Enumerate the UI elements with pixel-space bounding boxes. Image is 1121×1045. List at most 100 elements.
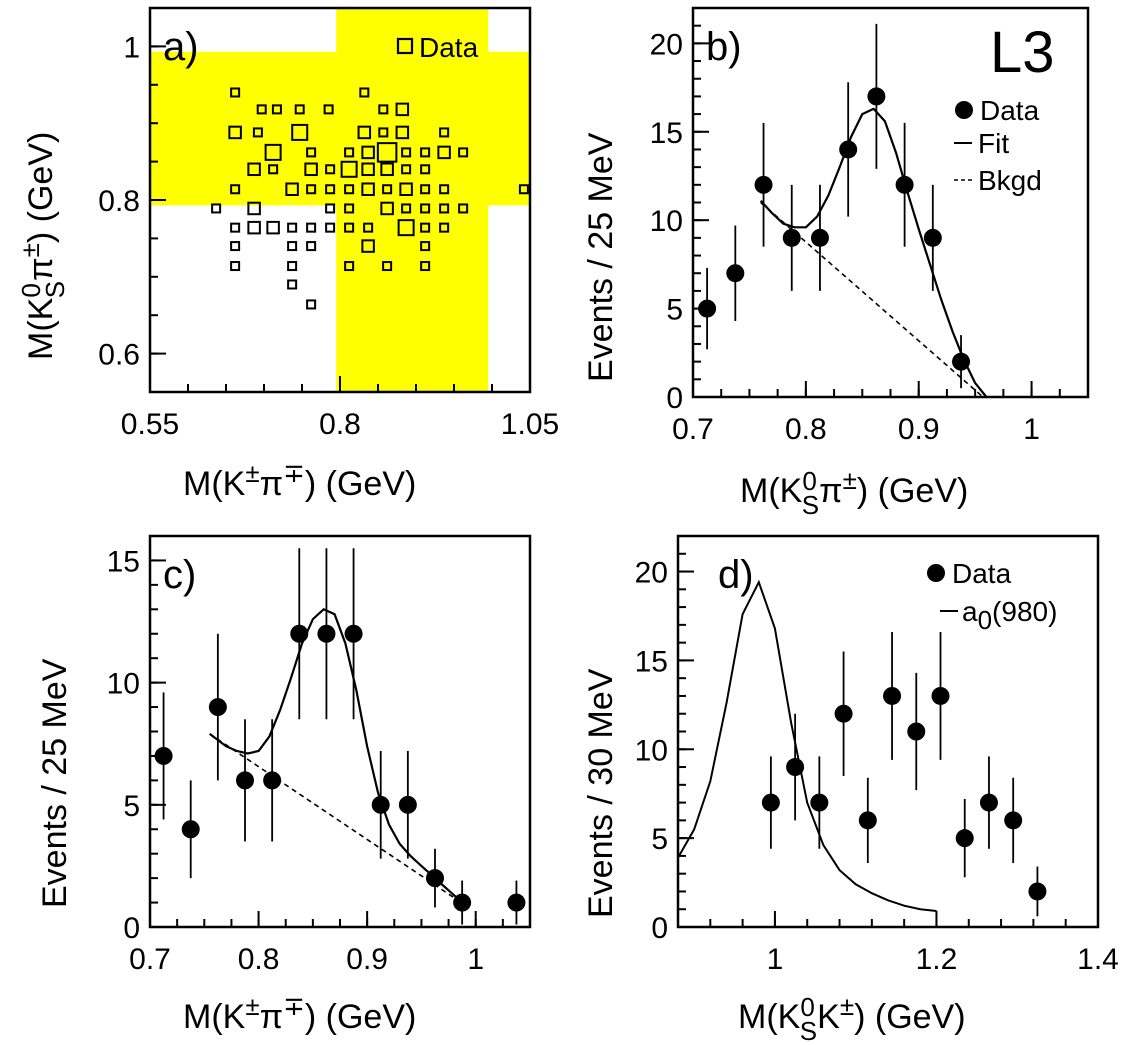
y-tick-label: 0 xyxy=(651,912,668,945)
data-point xyxy=(979,793,998,812)
data-square xyxy=(437,145,451,160)
data-square xyxy=(439,184,450,195)
data-square xyxy=(344,203,355,214)
data-point xyxy=(507,893,526,912)
data-square xyxy=(361,182,375,196)
x-axis-label-d: M(K0 SK±) (GeV) xyxy=(738,991,966,1045)
x-tick-label: 1 xyxy=(467,943,484,976)
x-axis-ticks-b: 0.7 0.8 0.9 1 xyxy=(672,381,1089,446)
data-square xyxy=(266,220,280,235)
y-tick-label: 10 xyxy=(107,668,140,701)
experiment-stamp: L3 xyxy=(990,20,1055,85)
y-axis-label-b: Events / 25 MeV xyxy=(582,132,620,382)
data-square xyxy=(401,164,412,175)
y-tick-label: 10 xyxy=(635,734,668,767)
x-axis-ticks-c: 0.7 0.8 0.9 1 xyxy=(129,911,531,976)
data-point xyxy=(810,228,829,247)
legend-marker-square xyxy=(396,37,414,55)
data-square xyxy=(359,87,370,98)
y-tick-label: 20 xyxy=(650,28,683,61)
x-tick-label: 0.9 xyxy=(898,413,940,446)
data-square xyxy=(382,184,393,195)
data-point xyxy=(263,771,282,790)
data-square xyxy=(211,203,222,214)
data-point xyxy=(955,829,974,848)
panel-label-d: d) xyxy=(718,553,754,597)
data-square xyxy=(439,222,450,233)
series-b xyxy=(698,23,988,398)
x-axis-label-b: M(K0 Sπ±) (GeV) xyxy=(740,465,968,520)
data-square xyxy=(306,241,317,252)
data-square xyxy=(306,184,317,195)
panel-label-a: a) xyxy=(163,25,199,69)
data-square xyxy=(325,184,336,195)
data-square xyxy=(325,203,336,214)
data-point xyxy=(236,771,254,790)
data-square xyxy=(382,261,393,272)
data-square xyxy=(306,222,317,233)
legend-label-bkgd: Bkgd xyxy=(978,165,1042,196)
data-square xyxy=(325,222,336,233)
panel-a: 0.55 0.8 1.05 0.6 0.8 1 a) Data M(K±π∓) (GeV… xyxy=(15,6,559,503)
data-square xyxy=(228,125,242,140)
data-point xyxy=(344,624,363,643)
data-square xyxy=(378,127,389,138)
data-square xyxy=(306,299,317,310)
data-square xyxy=(247,220,261,235)
a0-curve xyxy=(677,579,937,912)
data-point xyxy=(208,698,227,717)
data-square xyxy=(285,182,299,196)
x-tick-label: 0.8 xyxy=(238,943,280,976)
data-square xyxy=(230,222,241,233)
x-tick-label: 1 xyxy=(767,943,784,976)
data-square xyxy=(287,279,298,290)
x-axis-ticks-d: 1 1.2 1.4 xyxy=(677,911,1119,976)
fit-curve xyxy=(209,608,466,906)
data-square xyxy=(420,222,431,233)
data-square xyxy=(230,184,241,195)
data-square xyxy=(323,104,334,115)
data-square xyxy=(376,142,398,163)
y-axis-ticks-a: 0.6 0.8 1 xyxy=(98,7,166,393)
data-point xyxy=(839,140,858,159)
data-square xyxy=(518,184,529,195)
y-axis-label-c: Events / 25 MeV xyxy=(36,658,74,908)
x-tick-label: 1.4 xyxy=(1077,943,1119,976)
x-axis-label-c: M(K±π∓) (GeV) xyxy=(183,991,416,1036)
data-square xyxy=(344,147,355,158)
data-square xyxy=(361,239,375,253)
data-square xyxy=(325,164,336,175)
data-point xyxy=(726,264,745,283)
data-square xyxy=(361,162,375,177)
data-square xyxy=(420,184,431,195)
x-tick-label: 0.8 xyxy=(785,413,827,446)
data-square xyxy=(252,127,263,138)
data-square xyxy=(420,164,431,175)
data-square xyxy=(401,147,412,158)
data-point xyxy=(907,722,926,741)
data-square xyxy=(439,127,450,138)
data-square xyxy=(256,104,267,115)
x-tick-label: 0.7 xyxy=(129,943,171,976)
x-axis-ticks-a: 0.55 0.8 1.05 xyxy=(121,376,559,441)
plot-frame-c xyxy=(148,534,532,929)
data-point xyxy=(858,811,877,830)
data-point xyxy=(931,686,950,705)
data-square xyxy=(420,147,431,158)
data-square xyxy=(439,203,450,214)
x-tick-label: 1.05 xyxy=(501,408,559,441)
y-tick-label: 1 xyxy=(123,31,140,64)
data-point xyxy=(371,795,390,814)
legend-label-fit: Fit xyxy=(978,128,1009,159)
y-tick-label: 0.6 xyxy=(98,339,140,372)
x-tick-label: 0.55 xyxy=(121,408,179,441)
mass-band-y xyxy=(150,51,530,206)
data-square xyxy=(230,241,241,252)
x-tick-label: 0.9 xyxy=(346,943,388,976)
data-squares xyxy=(211,87,529,310)
selection-bands xyxy=(150,8,530,392)
legend-label-a0: a0(980) xyxy=(962,596,1057,635)
y-tick-label: 15 xyxy=(107,545,140,578)
data-square xyxy=(230,87,241,98)
